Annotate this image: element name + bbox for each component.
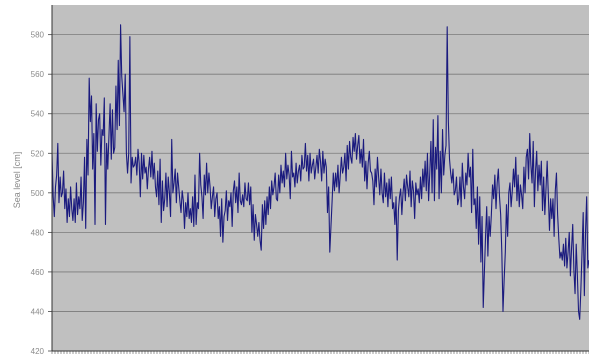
y-tick-label-580: 580	[31, 31, 45, 40]
y-tick-label-440: 440	[31, 307, 45, 316]
y-tick-label-520: 520	[31, 149, 45, 158]
plot-area	[52, 5, 589, 351]
series-line-sea-level	[51, 24, 589, 320]
y-tick-label-460: 460	[31, 268, 45, 277]
y-axis-label: Sea level [cm]	[12, 152, 22, 209]
y-tick-label-480: 480	[31, 228, 45, 237]
y-axis-ticks: 420 440 460 480 500 520 540 560 580	[31, 31, 52, 356]
y-tick-label-500: 500	[31, 189, 45, 198]
y-tick-label-420: 420	[31, 347, 45, 355]
y-tick-label-540: 540	[31, 110, 45, 119]
y-tick-label-560: 560	[31, 70, 45, 79]
